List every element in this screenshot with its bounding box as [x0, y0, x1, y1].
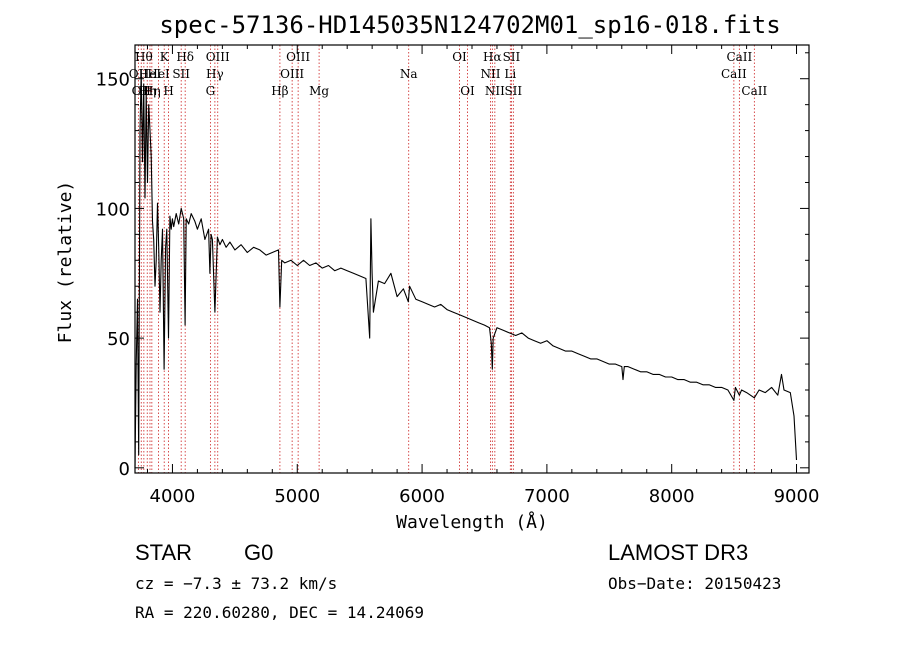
- reference-line-label-26: SII: [504, 84, 522, 98]
- reference-line-label-29: CaII: [741, 84, 767, 98]
- reference-line-label-0: OII: [129, 67, 149, 81]
- x-axis-ticks: 4000 5000 6000 7000 8000 9000: [146, 45, 820, 507]
- reference-line-label-22: Hα: [483, 50, 502, 64]
- y-tick-label-0: 0: [119, 459, 130, 480]
- x-tick-label-5: 9000: [774, 486, 820, 507]
- y-tick-label-1: 50: [107, 329, 130, 350]
- reference-line-label-15: OIII: [280, 67, 304, 81]
- reference-line-label-6: HeI: [147, 67, 170, 81]
- reference-line-label-7: K: [160, 50, 170, 64]
- x-tick-label-1: 5000: [274, 486, 320, 507]
- y-axis-label: Flux (relative): [55, 181, 76, 344]
- reference-line-label-21: NII: [480, 67, 500, 81]
- y-tick-label-3: 150: [96, 70, 130, 91]
- reference-line-labels: OIIOIIHθHηHeIHηHeIKHSIIHδGHγOIIIHβOIIIOI…: [129, 50, 768, 98]
- y-axis-ticks: 0 50 100 150: [96, 52, 809, 480]
- object-class: STAR: [135, 540, 192, 565]
- observation-date: Obs−Date: 20150423: [608, 574, 781, 593]
- reference-line-label-5: Hη: [143, 84, 161, 98]
- reference-line-label-23: NII: [485, 84, 505, 98]
- reference-line-label-2: Hθ: [135, 50, 153, 64]
- reference-line-label-20: OI: [460, 84, 475, 98]
- chart-title: spec-57136-HD145035N124702M01_sp16-018.f…: [159, 11, 780, 39]
- reference-line-label-24: Li: [504, 67, 516, 81]
- redshift-velocity: cz = −7.3 ± 73.2 km/s: [135, 574, 337, 593]
- plot-frame: [134, 44, 810, 474]
- reference-line-label-8: H: [163, 84, 173, 98]
- reference-line-label-25: SII: [503, 50, 521, 64]
- reference-line-label-14: Hβ: [271, 84, 288, 98]
- reference-line-label-3: Hη: [138, 84, 156, 98]
- reference-line-label-19: OI: [452, 50, 467, 64]
- reference-line-label-10: Hδ: [176, 50, 194, 64]
- reference-line-label-12: Hγ: [206, 67, 224, 81]
- reference-line-label-11: G: [206, 84, 216, 98]
- reference-line-label-17: Mg: [309, 84, 329, 98]
- reference-line-label-18: Na: [400, 67, 418, 81]
- y-tick-label-2: 100: [96, 199, 130, 220]
- x-tick-label-0: 4000: [150, 486, 196, 507]
- reference-line-label-4: HeI: [139, 67, 162, 81]
- reference-line-label-28: CaII: [726, 50, 752, 64]
- reference-line-label-9: SII: [172, 67, 190, 81]
- survey-name: LAMOST DR3: [608, 540, 748, 565]
- coordinates: RA = 220.60280, DEC = 14.24069: [135, 603, 424, 622]
- reference-lines: [137, 45, 755, 473]
- spectrum-series-line: [134, 72, 798, 468]
- x-tick-label-4: 8000: [649, 486, 695, 507]
- reference-line-label-13: OIII: [206, 50, 230, 64]
- x-axis-label: Wavelength (Å): [396, 511, 548, 533]
- reference-line-label-16: OIII: [286, 50, 310, 64]
- x-tick-label-2: 6000: [399, 486, 445, 507]
- reference-line-label-27: CaII: [721, 67, 747, 81]
- x-tick-label-3: 7000: [524, 486, 570, 507]
- object-subclass: G0: [244, 540, 273, 565]
